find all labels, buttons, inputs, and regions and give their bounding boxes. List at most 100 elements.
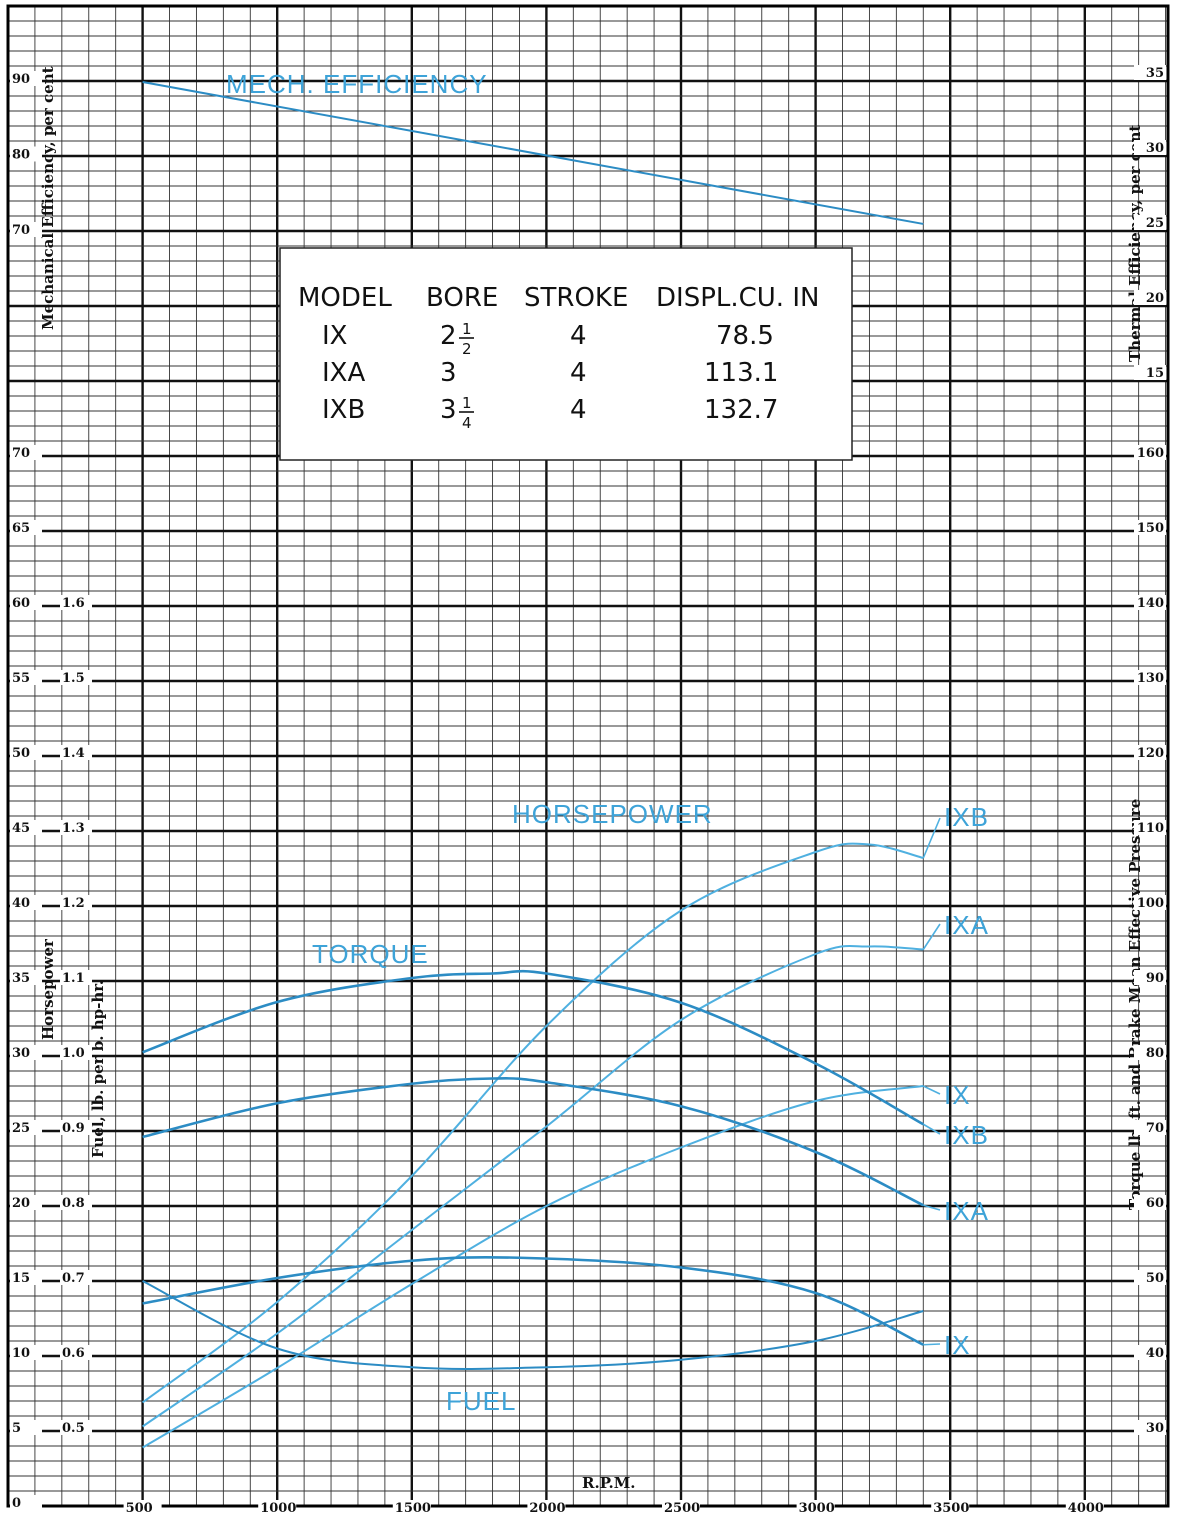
tick-label-bg: [1134, 745, 1166, 760]
series-labels: IXB IXA IX IXB IXA IX: [944, 802, 989, 1360]
tick-label-bg: [60, 1195, 92, 1210]
series-label-torque-ix: IX: [944, 1330, 971, 1360]
torque-bmep-tick-label: 40: [1146, 1346, 1164, 1361]
x-tick-label: 2500: [664, 1501, 700, 1516]
tick-label-bg: [10, 970, 42, 985]
horsepower-tick-label: 25: [12, 1121, 30, 1136]
horsepower-tick-label: 35: [12, 971, 30, 986]
tick-label-bg: [123, 1500, 162, 1515]
series-line-torque-ix: [142, 1255, 924, 1346]
specs-row-bore-whole: 3: [440, 395, 457, 425]
torque-bmep-tick-label: 70: [1146, 1121, 1164, 1136]
series-line-fuel: [142, 1280, 924, 1370]
tick-label-bg: [1134, 140, 1166, 155]
tick-label-bg: [1134, 1345, 1166, 1360]
tick-label-bg: [60, 1120, 92, 1135]
label-leader-line: [923, 1343, 941, 1346]
tick-label-bg: [1134, 1420, 1166, 1435]
fuel-tick-label: 0.9: [62, 1121, 85, 1136]
fuel-axis-title: Fuel, lb. per b. hp-hr.: [89, 980, 107, 1158]
tick-label-bg: [1134, 1120, 1166, 1135]
torque-bmep-tick-label: 60: [1146, 1196, 1164, 1211]
torque-bmep-tick-label: 160: [1137, 446, 1164, 461]
tick-label-bg: [10, 1495, 42, 1510]
tick-label-bg: [1134, 895, 1166, 910]
specs-row-stroke: 4: [570, 321, 587, 351]
fuel-tick-label: 1.2: [62, 896, 85, 911]
tick-label-bg: [258, 1500, 297, 1515]
specs-row-bore-denominator: 2: [462, 340, 472, 358]
specs-row-bore-whole: 2: [440, 321, 457, 351]
mech-efficiency-axis-title: Mechanical Efficiency, per cent: [39, 66, 57, 330]
x-tick-label: 3500: [933, 1501, 969, 1516]
specs-header-displ: DISPL.CU. IN: [656, 283, 819, 313]
thermal-efficiency-tick-label: 20: [1146, 291, 1164, 306]
x-tick-label: 3000: [799, 1501, 835, 1516]
tick-label-bg: [392, 1500, 431, 1515]
torque-bmep-tick-label: 120: [1137, 746, 1164, 761]
tick-label-bg: [10, 895, 42, 910]
specs-header-model: MODEL: [298, 283, 392, 313]
tick-label-bg: [60, 970, 92, 985]
horsepower-tick-label: 0: [12, 1496, 21, 1511]
tick-label-bg: [527, 1500, 566, 1515]
horsepower-axis-title: Horsepower: [39, 938, 57, 1040]
tick-label-bg: [10, 745, 42, 760]
torque-bmep-tick-label: 80: [1146, 1046, 1164, 1061]
series-line-horsepower-ixb: [142, 842, 924, 1404]
curves: [142, 81, 941, 1449]
tick-label-bg: [1134, 520, 1166, 535]
tick-label-bg: [931, 1500, 970, 1515]
mech-efficiency-tick-label: 80: [12, 148, 30, 163]
tick-label-bg: [10, 820, 42, 835]
horsepower-tick-label: 50: [12, 746, 30, 761]
series-line-horsepower-ix: [142, 1085, 924, 1449]
tick-label-bg: [10, 146, 42, 162]
torque-bmep-tick-label: 90: [1146, 971, 1164, 986]
horsepower-tick-label: 55: [12, 671, 30, 686]
series-line-mech_efficiency: [142, 81, 924, 225]
series-label-hp-ixb: IXB: [944, 802, 989, 832]
thermal-efficiency-tick-label: 15: [1146, 366, 1164, 381]
tick-label-bg: [1134, 215, 1166, 230]
specs-header-stroke: STROKE: [524, 283, 628, 313]
fuel-tick-label: 0.7: [62, 1271, 85, 1286]
tick-label-bg: [662, 1500, 700, 1515]
label-leader-line: [922, 817, 941, 859]
tick-label-bg: [1134, 820, 1166, 835]
specs-header-bore: BORE: [426, 283, 498, 313]
mech-efficiency-annotation: MECH. EFFICIENCY: [226, 69, 488, 99]
x-tick-label: 1500: [395, 1501, 431, 1516]
tick-label-bg: [1134, 290, 1166, 305]
tick-label-bg: [10, 595, 42, 610]
x-tick-label: 1000: [260, 1501, 296, 1516]
tick-label-bg: [10, 1195, 42, 1210]
tick-label-bg: [60, 895, 92, 910]
tick-label-bg: [60, 1270, 92, 1285]
x-tick-label: 500: [126, 1501, 153, 1516]
tick-label-bg: [1134, 1270, 1166, 1285]
horsepower-tick-label: 65: [12, 521, 30, 536]
specs-table: MODEL BORE STROKE DISPL.CU. IN IX 2 1 2 …: [279, 247, 853, 461]
tick-label-bg: [10, 1420, 42, 1435]
series-label-torque-ixa: IXA: [944, 1196, 989, 1226]
fuel-tick-label: 1.1: [62, 971, 85, 986]
specs-row-model: IX: [322, 321, 347, 351]
tick-label-bg: [10, 445, 42, 460]
torque-bmep-tick-label: 100: [1137, 896, 1164, 911]
specs-row-model: IXB: [322, 395, 365, 425]
tick-label-bg: [1134, 365, 1166, 380]
specs-row-displ: 78.5: [716, 321, 774, 351]
fuel-tick-label: 1.0: [62, 1046, 85, 1061]
torque-bmep-tick-label: 110: [1137, 821, 1164, 836]
specs-row-bore-numerator: 1: [462, 320, 472, 338]
tick-label-bg: [60, 1345, 92, 1360]
torque-annotation: TORQUE: [312, 939, 429, 969]
horsepower-tick-label: 20: [12, 1196, 30, 1211]
tick-label-bg: [796, 1500, 835, 1515]
tick-label-bg: [1065, 1500, 1104, 1515]
x-axis-title: R.P.M.: [582, 1474, 636, 1492]
series-label-hp-ix: IX: [944, 1080, 971, 1110]
thermal-efficiency-tick-label: 30: [1146, 141, 1164, 156]
horsepower-tick-label: 70: [12, 446, 30, 461]
